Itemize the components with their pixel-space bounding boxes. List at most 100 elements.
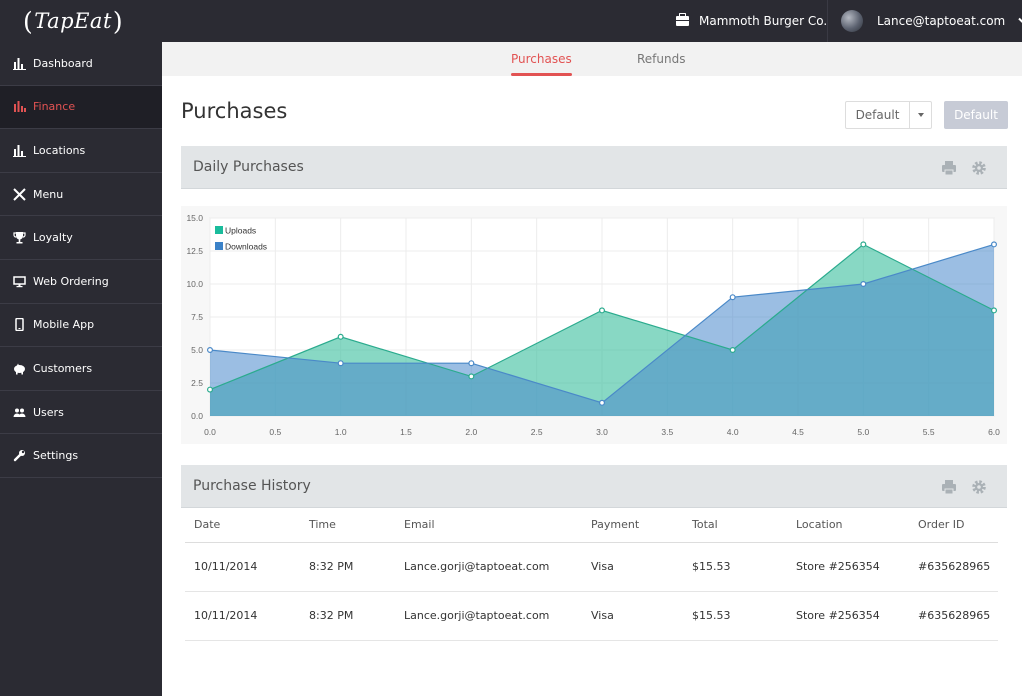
- sidebar-item-locations[interactable]: Locations: [0, 129, 162, 173]
- sidebar-item-label: Menu: [33, 187, 64, 201]
- app-logo[interactable]: (TapEat): [22, 6, 124, 36]
- x-tick-label: 5.5: [923, 427, 935, 437]
- sidebar-item-settings[interactable]: Settings: [0, 434, 162, 478]
- column-header-time[interactable]: Time: [300, 508, 395, 543]
- sidebar-item-label: Loyalty: [33, 231, 73, 245]
- table-row[interactable]: 10/11/2014 8:32 PM Lance.gorji@taptoeat.…: [185, 542, 998, 592]
- x-tick-label: 0.0: [204, 427, 216, 437]
- dropdown-value[interactable]: Default: [846, 102, 910, 128]
- legend-swatch-uploads: [215, 226, 223, 234]
- gear-icon[interactable]: [971, 160, 987, 176]
- default-button[interactable]: Default: [944, 101, 1008, 129]
- point-uploads: [860, 241, 867, 248]
- cell-time: 8:32 PM: [300, 591, 395, 641]
- column-header-total[interactable]: Total: [683, 508, 787, 543]
- legend-label-uploads: Uploads: [225, 226, 256, 236]
- tab-label: Purchases: [511, 52, 572, 66]
- sidebar-item-users[interactable]: Users: [0, 391, 162, 435]
- print-icon[interactable]: [941, 479, 957, 495]
- cell-location: Store #256354: [787, 542, 909, 592]
- sidebar-item-label: Mobile App: [33, 318, 95, 332]
- panel-title: Purchase History: [193, 478, 311, 494]
- user-menu[interactable]: Lance@taptoeat.com: [841, 0, 1022, 42]
- point-uploads: [468, 373, 475, 380]
- column-header-date[interactable]: Date: [185, 508, 300, 543]
- sidebar-item-label: Web Ordering: [33, 274, 109, 288]
- x-tick-label: 1.5: [400, 427, 412, 437]
- x-tick-label: 4.5: [792, 427, 804, 437]
- topbar-divider: [827, 0, 828, 42]
- sidebar-item-loyalty[interactable]: Loyalty: [0, 216, 162, 260]
- point-uploads: [990, 307, 997, 314]
- point-downloads: [337, 360, 344, 367]
- legend-swatch-downloads: [215, 242, 223, 250]
- phone-icon: [12, 318, 26, 332]
- x-tick-label: 0.5: [269, 427, 281, 437]
- cell-email: Lance.gorji@taptoeat.com: [395, 591, 582, 641]
- cell-payment: Visa: [582, 591, 683, 641]
- legend-label-downloads: Downloads: [225, 242, 267, 252]
- point-downloads: [860, 280, 867, 287]
- panel-actions: [941, 465, 987, 508]
- point-downloads: [599, 399, 606, 406]
- x-tick-label: 1.0: [335, 427, 347, 437]
- daily-purchases-chart: 0.0 0.5 1.0 1.5 2.0 2.5 3.0 3.5 4.0 4.5 5.0 5.5 6.0 0…: [181, 206, 1007, 444]
- x-tick-label: 2.0: [465, 427, 477, 437]
- cell-total: $15.53: [683, 542, 787, 592]
- sidebar-item-dashboard[interactable]: Dashboard: [0, 42, 162, 86]
- sidebar-item-label: Settings: [33, 449, 79, 463]
- y-tick-label: 0.0: [191, 411, 203, 421]
- cell-date: 10/11/2014: [185, 542, 300, 592]
- caret-down-icon[interactable]: [910, 102, 931, 128]
- x-tick-label: 6.0: [988, 427, 1000, 437]
- table-row[interactable]: 10/11/2014 8:32 PM Lance.gorji@taptoeat.…: [185, 591, 998, 641]
- monitor-icon: [12, 274, 26, 288]
- sidebar-item-customers[interactable]: Customers: [0, 347, 162, 391]
- sidebar-item-menu[interactable]: Menu: [0, 173, 162, 217]
- print-icon[interactable]: [941, 160, 957, 176]
- daily-purchases-header: Daily Purchases: [181, 146, 1007, 189]
- avatar: [841, 10, 863, 32]
- point-downloads: [990, 241, 997, 248]
- table-header-row: Date Time Email Payment Total Location O…: [185, 508, 998, 543]
- sidebar-item-finance[interactable]: Finance: [0, 85, 162, 130]
- piggy-bank-icon: [12, 361, 26, 375]
- point-uploads: [599, 307, 606, 314]
- x-tick-label: 4.0: [727, 427, 739, 437]
- sidebar-item-mobile-app[interactable]: Mobile App: [0, 304, 162, 348]
- company-name: Mammoth Burger Co.: [699, 14, 828, 28]
- tab-purchases[interactable]: Purchases: [511, 42, 572, 76]
- fork-knife-icon: [12, 187, 26, 201]
- sidebar-item-label: Users: [33, 405, 64, 419]
- sidebar: Dashboard Finance Locations Menu Loyalty…: [0, 42, 162, 696]
- y-tick-label: 12.5: [186, 246, 203, 256]
- logo-paren-left: (: [23, 6, 34, 36]
- column-header-email[interactable]: Email: [395, 508, 582, 543]
- column-header-order-id[interactable]: Order ID: [909, 508, 998, 543]
- tabs-bar: Purchases Refunds: [162, 42, 1022, 76]
- x-tick-label: 2.5: [531, 427, 543, 437]
- user-email: Lance@taptoeat.com: [877, 14, 1006, 28]
- panel-actions: [941, 146, 987, 189]
- column-header-payment[interactable]: Payment: [582, 508, 683, 543]
- y-tick-label: 5.0: [191, 345, 203, 355]
- tab-refunds[interactable]: Refunds: [637, 42, 686, 76]
- company-switcher[interactable]: Mammoth Burger Co.: [676, 0, 827, 42]
- cell-payment: Visa: [582, 542, 683, 592]
- page-title: Purchases: [181, 99, 288, 123]
- purchase-history-header: Purchase History: [181, 465, 1007, 508]
- sidebar-item-web-ordering[interactable]: Web Ordering: [0, 260, 162, 304]
- y-tick-label: 2.5: [191, 378, 203, 388]
- default-dropdown[interactable]: Default: [845, 101, 932, 129]
- cell-location: Store #256354: [787, 591, 909, 641]
- chevron-down-icon[interactable]: [1017, 14, 1022, 28]
- sidebar-item-label: Finance: [33, 100, 76, 114]
- briefcase-icon: [676, 13, 689, 26]
- users-icon: [12, 405, 26, 419]
- logo-text: TapEat: [34, 9, 112, 33]
- finance-chart-icon: [12, 100, 26, 114]
- column-header-location[interactable]: Location: [787, 508, 909, 543]
- logo-paren-right: ): [112, 6, 124, 36]
- point-downloads: [468, 360, 475, 367]
- gear-icon[interactable]: [971, 479, 987, 495]
